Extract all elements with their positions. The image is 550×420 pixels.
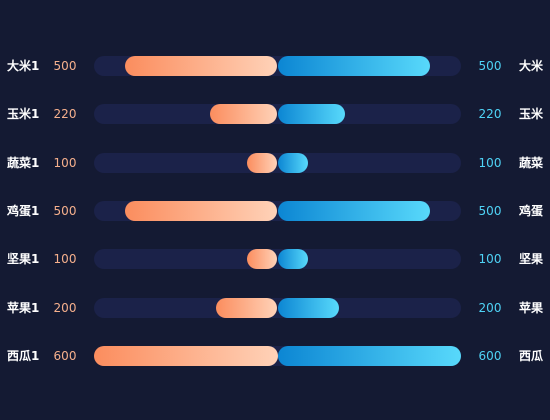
right-value-label: 100 [478, 155, 502, 170]
left-value-label: 500 [53, 203, 77, 218]
right-category-label: 玉米 [519, 107, 544, 122]
left-category-label: 坚果1 [7, 252, 40, 267]
right-bar [277, 297, 339, 318]
left-category-label: 鸡蛋1 [7, 203, 40, 218]
left-value-label: 200 [53, 300, 77, 315]
right-category-label: 西瓜 [519, 348, 544, 363]
chart-row: 苹果1 200 200 苹果 [0, 297, 550, 319]
right-bar [277, 249, 309, 270]
left-category-label: 大米1 [7, 59, 40, 73]
chart-row: 玉米1 220 220 玉米 [0, 103, 550, 125]
chart-row: 鸡蛋1 500 500 鸡蛋 [0, 200, 550, 222]
chart-row: 坚果1 100 100 坚果 [0, 248, 550, 270]
left-bar [216, 297, 278, 318]
left-bar [124, 200, 278, 221]
left-bar [94, 345, 278, 366]
right-value-label: 500 [478, 203, 502, 218]
right-category-label: 大米 [519, 59, 544, 73]
right-value-label: 200 [478, 300, 502, 315]
left-bar [246, 249, 278, 270]
left-value-label: 220 [53, 107, 77, 122]
right-value-label: 500 [478, 59, 502, 73]
right-value-label: 600 [478, 348, 502, 363]
right-value-label: 220 [478, 107, 502, 122]
right-category-label: 蔬菜 [519, 155, 544, 170]
right-bar [277, 200, 431, 221]
right-value-label: 100 [478, 252, 502, 267]
left-bar [210, 104, 278, 125]
right-bar [277, 104, 345, 125]
left-value-label: 500 [53, 59, 77, 73]
left-value-label: 100 [53, 155, 77, 170]
right-bar [277, 152, 309, 173]
left-bar [246, 152, 278, 173]
right-category-label: 坚果 [519, 252, 544, 267]
left-category-label: 西瓜1 [7, 348, 40, 363]
right-bar [277, 345, 461, 366]
chart-row: 蔬菜1 100 100 蔬菜 [0, 152, 550, 174]
chart-row: 大米1 500 500 大米 [0, 55, 550, 77]
left-bar [124, 56, 278, 76]
left-value-label: 100 [53, 252, 77, 267]
left-value-label: 600 [53, 348, 77, 363]
chart-row: 西瓜1 600 600 西瓜 [0, 345, 550, 367]
right-category-label: 鸡蛋 [519, 203, 544, 218]
right-bar [277, 56, 431, 76]
left-category-label: 苹果1 [7, 300, 40, 315]
left-category-label: 蔬菜1 [7, 155, 40, 170]
right-category-label: 苹果 [519, 300, 544, 315]
left-category-label: 玉米1 [7, 107, 40, 122]
